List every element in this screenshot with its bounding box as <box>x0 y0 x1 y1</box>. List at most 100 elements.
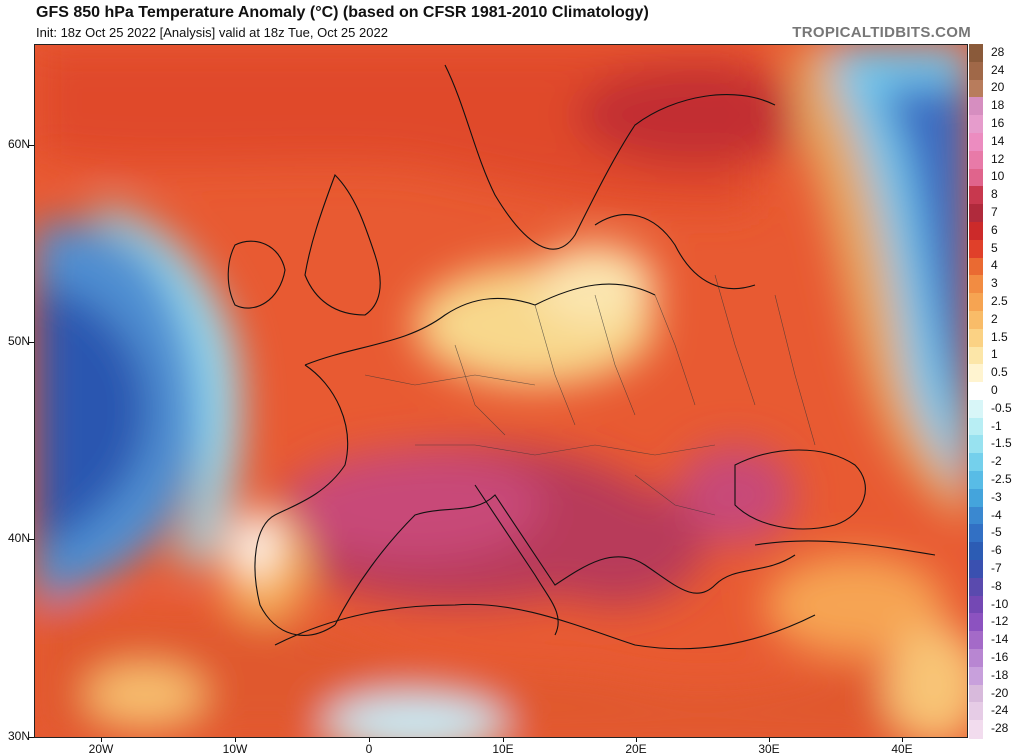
colorbar-label: -3 <box>991 489 1002 504</box>
anomaly-blobs <box>35 45 967 737</box>
map-title: GFS 850 hPa Temperature Anomaly (°C) (ba… <box>36 4 649 21</box>
colorbar-swatch <box>969 328 983 348</box>
colorbar-label: 1 <box>991 347 998 362</box>
colorbar-swatch <box>969 720 983 739</box>
colorbar-swatch <box>969 631 983 650</box>
colorbar-label: -7 <box>991 560 1002 575</box>
lat-tick <box>29 737 34 738</box>
colorbar-label: 28 <box>991 44 1005 59</box>
lat-label-40n: 40N <box>7 531 30 545</box>
colorbar-label: 12 <box>991 151 1005 166</box>
anomaly-map-svg <box>35 45 967 737</box>
site-watermark[interactable]: TROPICALTIDBITS.COM <box>792 24 971 41</box>
colorbar-label: 5 <box>991 240 998 255</box>
colorbar-label: 7 <box>991 205 998 220</box>
colorbar-label: 1.5 <box>991 329 1008 344</box>
lat-tick <box>29 145 34 146</box>
borders <box>364 274 816 516</box>
colorbar-swatch <box>969 204 983 223</box>
colorbar-swatch <box>969 346 983 365</box>
colorbar-swatch <box>969 239 983 259</box>
colorbar-swatch <box>969 666 983 686</box>
colorbar-swatch <box>969 542 983 561</box>
colorbar-label: 2.5 <box>991 294 1008 309</box>
colorbar-label: -2.5 <box>991 471 1012 486</box>
lon-tick <box>769 738 770 742</box>
lat-label-30n: 30N <box>7 729 30 743</box>
colorbar-swatch <box>969 310 983 330</box>
colorbar-label: -20 <box>991 685 1009 700</box>
colorbar-label: -2 <box>991 454 1002 469</box>
colorbar-label: -6 <box>991 543 1002 558</box>
lon-label-10e: 10E <box>492 742 514 756</box>
colorbar-label: -24 <box>991 703 1009 718</box>
colorbar-label: 16 <box>991 116 1005 131</box>
colorbar-swatch <box>969 79 983 98</box>
colorbar-swatch <box>969 595 983 615</box>
colorbar-label: -16 <box>991 649 1009 664</box>
colorbar-legend: 28 24 20 18 16 14 12 10 8 7 6 5 4 3 2.5 2 1.5 1 0.5 0 -0.5 -1… <box>968 44 1023 739</box>
lon-label-10w: 10W <box>222 742 248 756</box>
colorbar-label: -5 <box>991 525 1002 540</box>
colorbar-swatch <box>969 275 983 294</box>
colorbar-swatch <box>969 649 983 668</box>
lon-tick <box>235 738 236 742</box>
colorbar-swatch <box>969 132 983 152</box>
lon-label-20e: 20E <box>625 742 647 756</box>
colorbar-swatch <box>969 560 983 579</box>
lon-label-20w: 20W <box>88 742 114 756</box>
colorbar-label: 14 <box>991 133 1005 148</box>
coastlines <box>227 64 936 650</box>
colorbar-label: -1.5 <box>991 436 1012 451</box>
colorbar-swatch <box>969 684 983 703</box>
lat-tick <box>29 342 34 343</box>
colorbar-label: -14 <box>991 632 1009 647</box>
colorbar-label: -10 <box>991 596 1009 611</box>
colorbar-swatch <box>969 506 983 526</box>
colorbar-label: 18 <box>991 98 1005 113</box>
colorbar-label: 20 <box>991 80 1005 95</box>
colorbar-swatch <box>969 97 983 116</box>
colorbar-label: 24 <box>991 62 1005 77</box>
colorbar-swatch <box>969 150 983 170</box>
colorbar-swatch <box>969 435 983 454</box>
colorbar-swatch <box>969 44 983 63</box>
colorbar-swatch <box>969 168 983 187</box>
colorbar-swatch <box>969 186 983 205</box>
colorbar-swatch <box>969 613 983 632</box>
colorbar-label: 8 <box>991 187 998 202</box>
lon-label-30e: 30E <box>758 742 780 756</box>
colorbar-label: -4 <box>991 507 1002 522</box>
lat-tick <box>29 539 34 540</box>
colorbar-swatch <box>969 382 983 401</box>
anomaly-map <box>34 44 968 738</box>
lon-tick <box>636 738 637 742</box>
colorbar-swatch <box>969 364 983 383</box>
lat-label-50n: 50N <box>7 334 30 348</box>
lon-tick <box>503 738 504 742</box>
colorbar-label: 2 <box>991 311 998 326</box>
colorbar-label: 10 <box>991 169 1005 184</box>
colorbar-label: 3 <box>991 276 998 291</box>
colorbar-swatch <box>969 488 983 508</box>
colorbar-label: 0.5 <box>991 365 1008 380</box>
colorbar-label: -18 <box>991 667 1009 682</box>
colorbar-label: -8 <box>991 578 1002 593</box>
colorbar-swatch <box>969 577 983 597</box>
colorbar-swatch <box>969 453 983 472</box>
colorbar-label: 0 <box>991 383 998 397</box>
colorbar-swatch <box>969 702 983 721</box>
lon-label-40e: 40E <box>891 742 913 756</box>
colorbar-swatch <box>969 115 983 134</box>
colorbar-label: -28 <box>991 721 1009 736</box>
colorbar-swatch <box>969 471 983 490</box>
init-valid-time: Init: 18z Oct 25 2022 [Analysis] valid a… <box>36 25 388 40</box>
colorbar-swatch <box>969 221 983 241</box>
colorbar-swatch <box>969 293 983 312</box>
colorbar-label: -12 <box>991 614 1009 629</box>
colorbar-label: 6 <box>991 222 998 237</box>
lon-tick <box>902 738 903 742</box>
colorbar-swatch <box>969 61 983 81</box>
colorbar-label: -1 <box>991 418 1002 433</box>
colorbar-swatch <box>969 417 983 437</box>
